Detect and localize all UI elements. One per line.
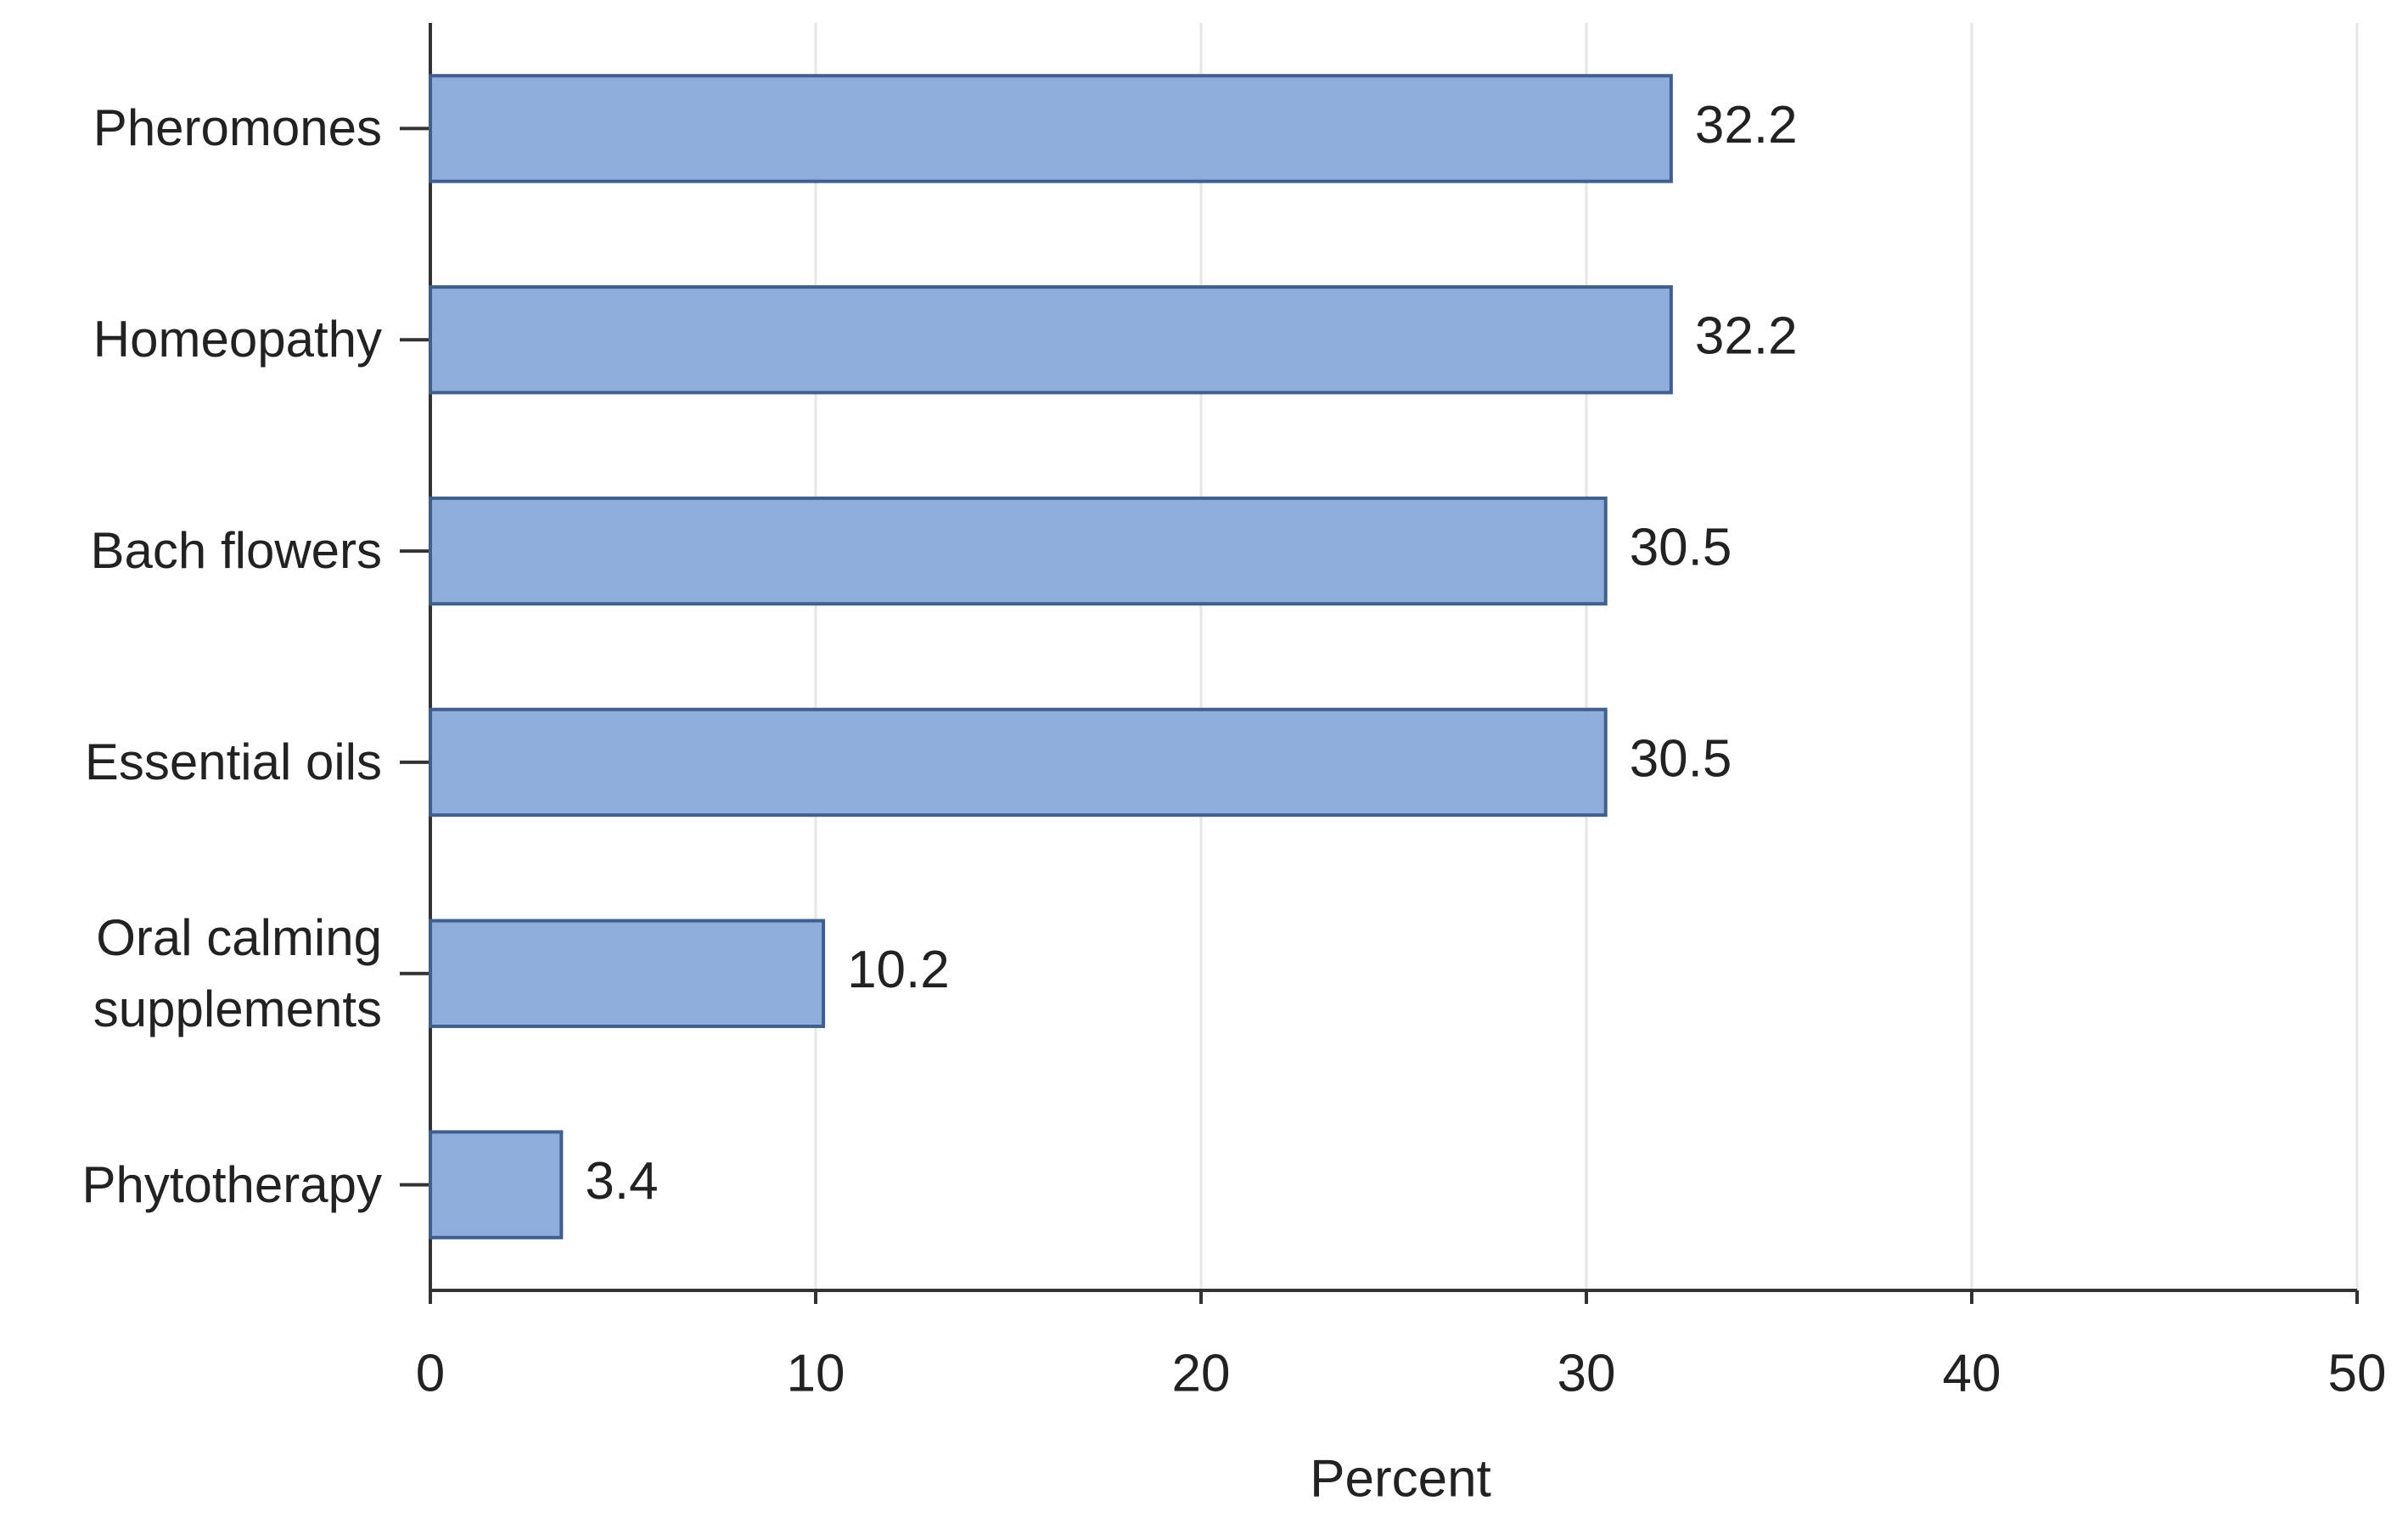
y-tick-label: Pheromones: [93, 99, 382, 157]
value-label: 3.4: [585, 1152, 658, 1211]
y-tick-label: Homeopathy: [93, 311, 382, 368]
y-tick-label: Phytotherapy: [81, 1155, 382, 1213]
x-tick-label: 10: [787, 1344, 845, 1402]
grid: [814, 23, 2359, 1290]
value-label: 32.2: [1695, 96, 1798, 155]
value-label: 10.2: [847, 941, 950, 999]
x-tick-label: 20: [1172, 1344, 1231, 1402]
value-label: 32.2: [1695, 307, 1798, 366]
x-tick-label: 0: [416, 1344, 445, 1402]
bar: [429, 1130, 564, 1239]
bar: [429, 74, 1673, 183]
y-tick-label: Oral calming supplements: [93, 908, 382, 1037]
y-tick-label: Bach flowers: [90, 522, 382, 580]
x-tick-label: 40: [1943, 1344, 2001, 1402]
x-tick-label: 50: [2328, 1344, 2387, 1402]
x-axis-label: Percent: [1310, 1449, 1491, 1508]
value-label: 30.5: [1630, 729, 1732, 788]
bar: [429, 285, 1673, 395]
bar: [429, 919, 826, 1028]
bar: [429, 707, 1608, 818]
value-label: 30.5: [1630, 518, 1732, 576]
y-tick-label: Essential oils: [84, 733, 382, 790]
x-tick-label: 30: [1558, 1344, 1616, 1402]
bar: [429, 496, 1608, 606]
